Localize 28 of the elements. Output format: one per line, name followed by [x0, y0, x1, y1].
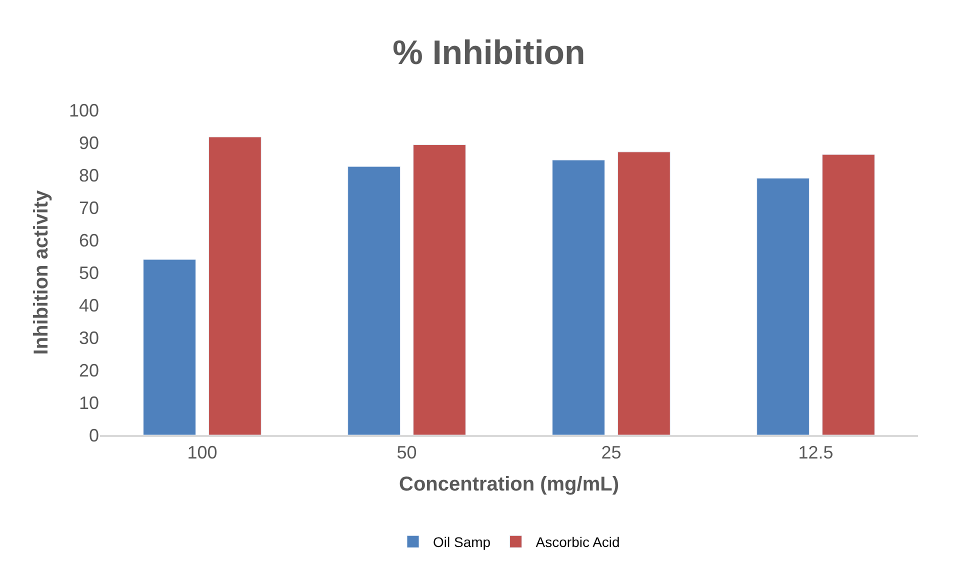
y-tick-label: 20	[78, 360, 99, 380]
bar	[618, 152, 670, 435]
bar	[143, 259, 196, 435]
y-axis-title: Inhibition activity	[30, 189, 52, 355]
y-tick-label: 0	[88, 425, 99, 446]
bar	[756, 178, 810, 435]
x-tick-label: 50	[396, 442, 417, 463]
legend-label: Ascorbic Acid	[536, 534, 620, 550]
bar	[822, 154, 875, 435]
x-tick-label: 25	[601, 442, 622, 463]
chart-title: % Inhibition	[392, 34, 586, 72]
y-tick-label: 40	[78, 295, 99, 316]
x-tick-label: 12.5	[798, 442, 834, 463]
bar	[348, 166, 400, 435]
x-tick-label: 100	[187, 442, 218, 463]
bar	[552, 160, 605, 435]
y-tick-label: 100	[68, 100, 99, 120]
bar	[208, 136, 262, 435]
x-axis-title: Concentration (mg/mL)	[399, 474, 619, 496]
y-tick-label: 70	[78, 198, 99, 218]
y-tick-label: 80	[78, 165, 99, 186]
y-tick-label: 30	[78, 328, 99, 348]
y-tick-label: 50	[78, 262, 99, 283]
y-tick-label: 10	[78, 392, 99, 413]
y-tick-label: 60	[78, 230, 99, 250]
legend-label: Oil Samp	[433, 534, 491, 550]
y-tick-label: 90	[78, 132, 99, 153]
bar	[413, 144, 466, 435]
